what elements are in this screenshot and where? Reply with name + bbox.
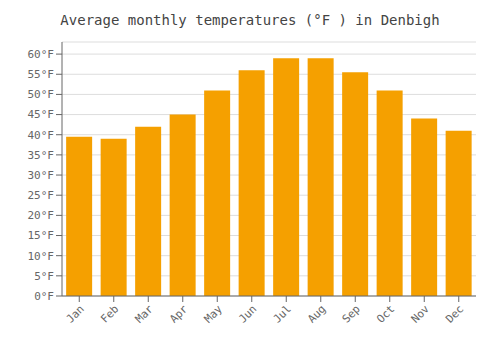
svg-text:55°F: 55°F [28, 68, 55, 81]
svg-text:40°F: 40°F [28, 129, 55, 142]
svg-text:Aug: Aug [305, 302, 328, 325]
svg-text:Sep: Sep [340, 302, 363, 325]
svg-text:45°F: 45°F [28, 108, 55, 121]
svg-text:Jan: Jan [64, 302, 87, 325]
svg-text:Jul: Jul [271, 302, 294, 325]
svg-text:Jun: Jun [236, 302, 259, 325]
svg-text:30°F: 30°F [28, 169, 55, 182]
html-text:Average monthly temperatures (: Average monthly temperatures (°F ) in De… [60, 12, 440, 28]
svg-text:25°F: 25°F [28, 189, 55, 202]
svg-text:60°F: 60°F [28, 48, 55, 61]
svg-text:20°F: 20°F [28, 209, 55, 222]
svg-text:Mar: Mar [133, 302, 157, 326]
svg-text:Dec: Dec [443, 302, 466, 325]
svg-text:Feb: Feb [98, 302, 121, 325]
svg-text:0°F: 0°F [34, 290, 54, 303]
svg-text:35°F: 35°F [28, 149, 55, 162]
svg-text:5°F: 5°F [34, 270, 54, 283]
svg-text:Nov: Nov [409, 302, 433, 326]
svg-text:50°F: 50°F [28, 88, 55, 101]
svg-text:May: May [202, 302, 226, 326]
svg-text:Oct: Oct [374, 302, 397, 325]
svg-text:10°F: 10°F [28, 250, 55, 263]
svg-text:Apr: Apr [167, 302, 191, 326]
svg-text:15°F: 15°F [28, 229, 55, 242]
